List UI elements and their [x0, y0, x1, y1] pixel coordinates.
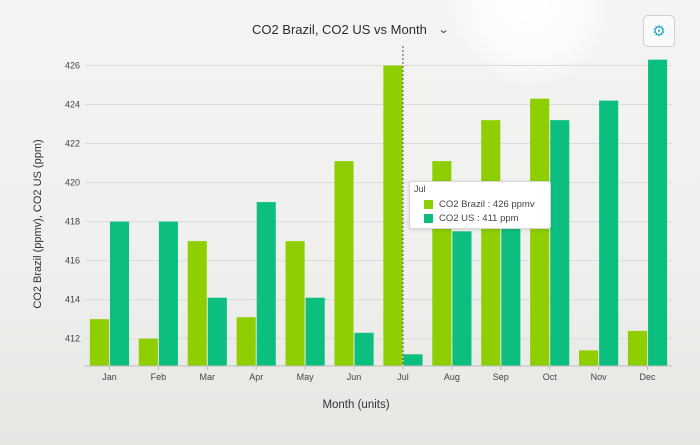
us-swatch	[424, 214, 433, 223]
bar-co2-us[interactable]	[403, 354, 423, 366]
chart-title: CO2 Brazil, CO2 US vs Month	[251, 22, 427, 37]
bar-co2-us[interactable]	[452, 231, 472, 366]
bar-co2-brazil[interactable]	[383, 65, 403, 366]
y-tick-label: 412	[65, 334, 80, 344]
x-tick-label: Apr	[249, 372, 263, 382]
brazil-swatch	[424, 200, 433, 209]
bar-co2-brazil[interactable]	[530, 98, 550, 367]
bar-co2-us[interactable]	[354, 332, 374, 366]
chart-title-bar[interactable]: CO2 Brazil, CO2 US vs Month ⌄	[0, 22, 700, 37]
y-tick-label: 420	[65, 178, 80, 188]
y-tick-label: 424	[65, 100, 80, 110]
bar-co2-brazil[interactable]	[481, 120, 501, 367]
bar-co2-brazil[interactable]	[236, 317, 256, 366]
x-tick-label: Dec	[640, 372, 657, 382]
bar-co2-us[interactable]	[648, 59, 668, 366]
x-axis-label: Month (units)	[322, 399, 389, 411]
bar-co2-brazil[interactable]	[187, 241, 207, 366]
bar-co2-brazil[interactable]	[89, 319, 109, 366]
x-tick-label: May	[297, 372, 315, 382]
x-tick-label: Feb	[151, 372, 167, 382]
x-tick-label: Jan	[102, 372, 117, 382]
x-tick-label: Nov	[591, 372, 608, 382]
x-tick-label: Mar	[200, 372, 216, 382]
x-tick-label: Sep	[493, 372, 509, 382]
y-tick-label: 426	[65, 61, 80, 71]
bar-co2-us[interactable]	[599, 100, 619, 366]
bar-co2-us[interactable]	[550, 120, 570, 367]
y-tick-label: 418	[65, 217, 80, 227]
tooltip-brazil-value: CO2 Brazil : 426 ppmv	[439, 199, 535, 210]
bar-co2-brazil[interactable]	[334, 161, 354, 366]
bar-co2-us[interactable]	[158, 221, 178, 366]
tooltip-row-us: CO2 US : 411 ppm	[424, 213, 519, 224]
y-tick-label: 422	[65, 139, 80, 149]
bar-co2-us[interactable]	[256, 202, 276, 366]
bar-co2-brazil[interactable]	[627, 330, 648, 366]
gear-icon: ⚙	[652, 23, 666, 40]
bar-co2-brazil[interactable]	[579, 350, 599, 366]
bar-co2-us[interactable]	[501, 211, 521, 366]
y-axis-label: CO2 Brazil (ppmv), CO2 US (ppm)	[32, 139, 44, 308]
y-tick-label: 414	[65, 295, 80, 305]
bar-co2-us[interactable]	[207, 297, 227, 366]
x-tick-label: Aug	[444, 372, 460, 382]
chevron-down-icon[interactable]: ⌄	[437, 24, 450, 36]
x-tick-label: Jul	[397, 372, 409, 382]
settings-button[interactable]: ⚙	[643, 15, 675, 47]
bar-co2-us[interactable]	[109, 221, 130, 366]
tooltip-row-brazil: CO2 Brazil : 426 ppmv	[424, 199, 535, 210]
bar-co2-brazil[interactable]	[138, 338, 158, 366]
bar-co2-brazil[interactable]	[285, 241, 305, 366]
tooltip-month: Jul	[414, 184, 426, 194]
bar-co2-us[interactable]	[305, 297, 325, 366]
hover-tooltip: Jul CO2 Brazil : 426 ppmv CO2 US : 411 p…	[409, 181, 551, 229]
x-tick-label: Jun	[347, 372, 362, 382]
tooltip-us-value: CO2 US : 411 ppm	[439, 213, 519, 224]
x-tick-label: Oct	[543, 372, 558, 382]
y-tick-label: 416	[65, 256, 80, 266]
